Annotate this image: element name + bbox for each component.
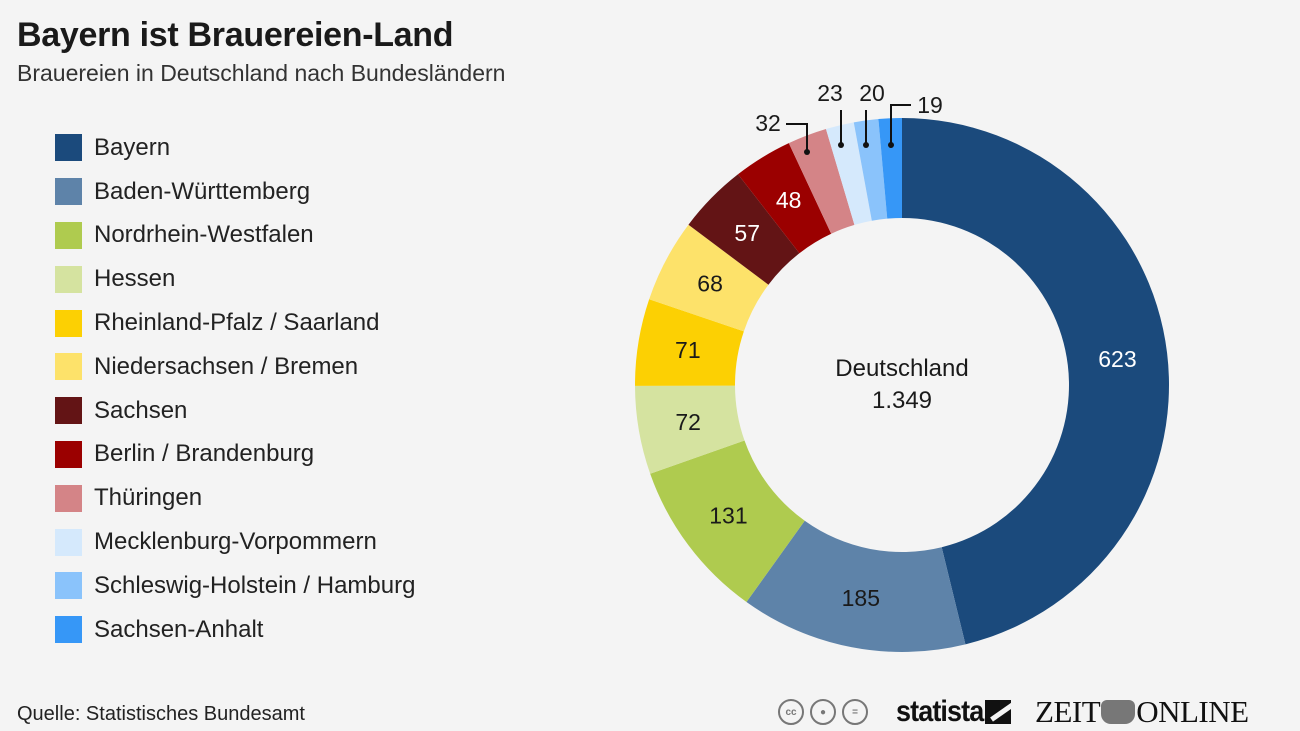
crest-icon xyxy=(1101,700,1136,724)
legend-swatch xyxy=(55,572,82,600)
legend-swatch xyxy=(55,397,82,425)
legend-label: Mecklenburg-Vorpommern xyxy=(94,528,377,556)
slice-label: 68 xyxy=(697,271,723,297)
source-note: Quelle: Statistisches Bundesamt xyxy=(17,703,305,725)
slice-label: 57 xyxy=(734,220,760,246)
legend-swatch xyxy=(55,221,82,249)
legend-label: Nordrhein-Westfalen xyxy=(94,221,314,249)
legend-swatch xyxy=(55,309,82,337)
leader-dot xyxy=(863,142,869,148)
chart-title: Bayern ist Brauereien-Land xyxy=(17,16,454,54)
leader-line xyxy=(786,123,808,152)
legend-label: Berlin / Brandenburg xyxy=(94,440,315,468)
legend-item: Rheinland-Pfalz / Saarland xyxy=(55,301,415,345)
nd-icon[interactable]: = xyxy=(842,699,868,725)
slice-label: 20 xyxy=(859,80,885,106)
by-icon[interactable]: ● xyxy=(810,699,836,725)
statista-logo[interactable]: statista xyxy=(896,695,984,728)
center-label: Deutschland xyxy=(835,355,968,382)
legend: Bayern Baden-Württemberg Nordrhein-Westfal… xyxy=(55,126,415,652)
legend-swatch xyxy=(55,440,82,468)
donut-slice xyxy=(878,118,902,219)
zeit-logo-text: ZEIT xyxy=(1035,694,1101,729)
legend-item: Mecklenburg-Vorpommern xyxy=(55,520,415,564)
legend-item: Thüringen xyxy=(55,476,415,520)
legend-item: Niedersachsen / Bremen xyxy=(55,345,415,389)
legend-swatch xyxy=(55,265,82,293)
leader-dot xyxy=(804,149,810,155)
legend-swatch xyxy=(55,616,82,644)
cc-icon[interactable]: cc xyxy=(778,699,804,725)
leader-dot xyxy=(888,142,894,148)
legend-label: Sachsen xyxy=(94,396,188,424)
legend-item: Nordrhein-Westfalen xyxy=(55,214,415,258)
center-value: 1.349 xyxy=(872,387,932,414)
legend-swatch xyxy=(55,134,82,162)
slice-label: 623 xyxy=(1098,346,1136,372)
legend-swatch xyxy=(55,484,82,512)
legend-label: Schleswig-Holstein / Hamburg xyxy=(94,571,416,599)
donut-slice xyxy=(825,122,872,225)
online-logo-text: ONLINE xyxy=(1136,694,1249,729)
donut-slice xyxy=(635,299,744,386)
chart-subtitle: Brauereien in Deutschland nach Bundeslän… xyxy=(17,60,506,86)
statista-mark-icon xyxy=(985,700,1012,724)
legend-label: Bayern xyxy=(94,133,171,161)
donut-slice xyxy=(635,385,745,474)
zeit-online-logo[interactable]: ZEIT ONLINE xyxy=(1035,694,1249,730)
legend-swatch xyxy=(55,528,82,556)
legend-swatch xyxy=(55,178,82,206)
slice-label: 48 xyxy=(776,187,802,213)
legend-item: Baden-Württemberg xyxy=(55,170,415,214)
footer-logos: cc ● = statista ZEIT ONLINE xyxy=(778,694,1249,730)
legend-item: Bayern xyxy=(55,126,415,170)
legend-swatch xyxy=(55,353,82,381)
slice-label: 71 xyxy=(675,337,701,363)
donut-slice xyxy=(649,224,769,332)
slice-label: 19 xyxy=(917,92,943,118)
legend-label: Thüringen xyxy=(94,484,203,512)
legend-item: Hessen xyxy=(55,257,415,301)
leader-dot xyxy=(838,142,844,148)
legend-label: Hessen xyxy=(94,265,176,293)
donut-slice xyxy=(738,143,832,254)
slice-label: 23 xyxy=(817,80,843,106)
legend-item: Schleswig-Holstein / Hamburg xyxy=(55,564,415,608)
donut-slice xyxy=(650,440,805,603)
leader-line xyxy=(890,104,911,145)
legend-item: Berlin / Brandenburg xyxy=(55,433,415,477)
slice-label: 32 xyxy=(755,110,781,136)
legend-item: Sachsen xyxy=(55,389,415,433)
donut-slice xyxy=(688,174,800,285)
legend-item: Sachsen-Anhalt xyxy=(55,608,415,652)
donut-slice xyxy=(788,129,855,234)
legend-label: Rheinland-Pfalz / Saarland xyxy=(94,309,380,337)
legend-label: Baden-Württemberg xyxy=(94,177,311,205)
slice-label: 131 xyxy=(709,502,747,528)
slice-label: 72 xyxy=(675,409,701,435)
donut-slice xyxy=(853,119,888,221)
legend-label: Sachsen-Anhalt xyxy=(94,615,264,643)
donut-slice xyxy=(746,520,966,653)
legend-label: Niedersachsen / Bremen xyxy=(94,352,359,380)
slice-label: 185 xyxy=(842,585,880,611)
donut-slice xyxy=(902,118,1170,645)
